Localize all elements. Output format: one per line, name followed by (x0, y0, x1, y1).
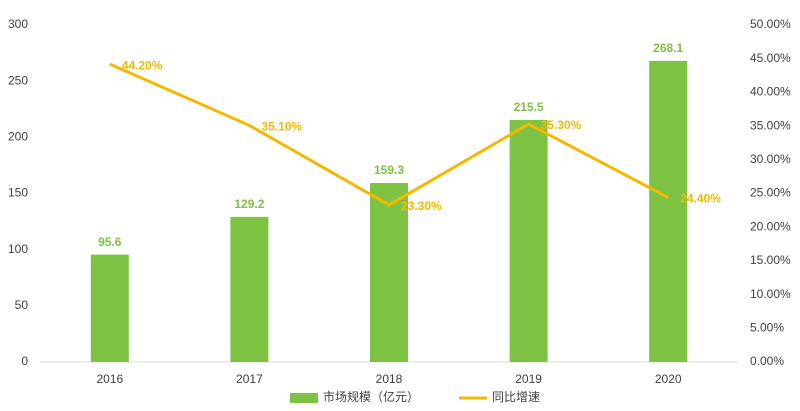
y2-tick-label: 0.00% (750, 354, 784, 368)
bar-value-label: 159.3 (374, 163, 404, 177)
x-tick-label: 2019 (515, 372, 542, 386)
y2-tick-label: 5.00% (750, 320, 784, 334)
bar-value-label: 215.5 (514, 100, 544, 114)
y-tick-label: 100 (8, 242, 28, 256)
bar (230, 216, 269, 362)
bar-value-label: 95.6 (98, 235, 122, 249)
legend-label: 市场规模（亿元） (323, 389, 419, 404)
y-tick-label: 0 (21, 354, 28, 368)
y2-tick-label: 35.00% (750, 118, 791, 132)
line (109, 62, 669, 207)
y-tick-label: 150 (8, 186, 28, 200)
y2-tick-label: 30.00% (750, 152, 791, 166)
legend-swatch (290, 393, 318, 403)
line-value-label: 35.30% (541, 118, 582, 132)
bar-value-label: 268.1 (653, 41, 683, 55)
x-tick-label: 2017 (236, 372, 263, 386)
y2-tick-label: 15.00% (750, 253, 791, 267)
y2-tick-label: 25.00% (750, 186, 791, 200)
y2-tick-label: 40.00% (750, 85, 791, 99)
line-value-label: 44.20% (122, 58, 163, 72)
line-value-label: 23.30% (401, 199, 442, 213)
bar (90, 254, 129, 362)
y-tick-label: 200 (8, 130, 28, 144)
y2-tick-label: 50.00% (750, 17, 791, 31)
x-tick-label: 2020 (655, 372, 682, 386)
bar (509, 119, 548, 363)
y-tick-label: 250 (8, 73, 28, 87)
line-value-label: 24.40% (680, 192, 721, 206)
legend-label: 同比增速 (492, 390, 540, 404)
y2-tick-label: 45.00% (750, 51, 791, 65)
x-tick-label: 2018 (376, 372, 403, 386)
y2-tick-label: 10.00% (750, 287, 791, 301)
y-tick-label: 50 (15, 298, 29, 312)
bar (370, 183, 408, 362)
bar (649, 60, 688, 363)
bar-value-label: 129.2 (234, 197, 264, 211)
y2-tick-label: 20.00% (750, 219, 791, 233)
x-tick-label: 2016 (96, 372, 123, 386)
y-tick-label: 300 (8, 17, 28, 31)
line-value-label: 35.10% (261, 120, 302, 134)
